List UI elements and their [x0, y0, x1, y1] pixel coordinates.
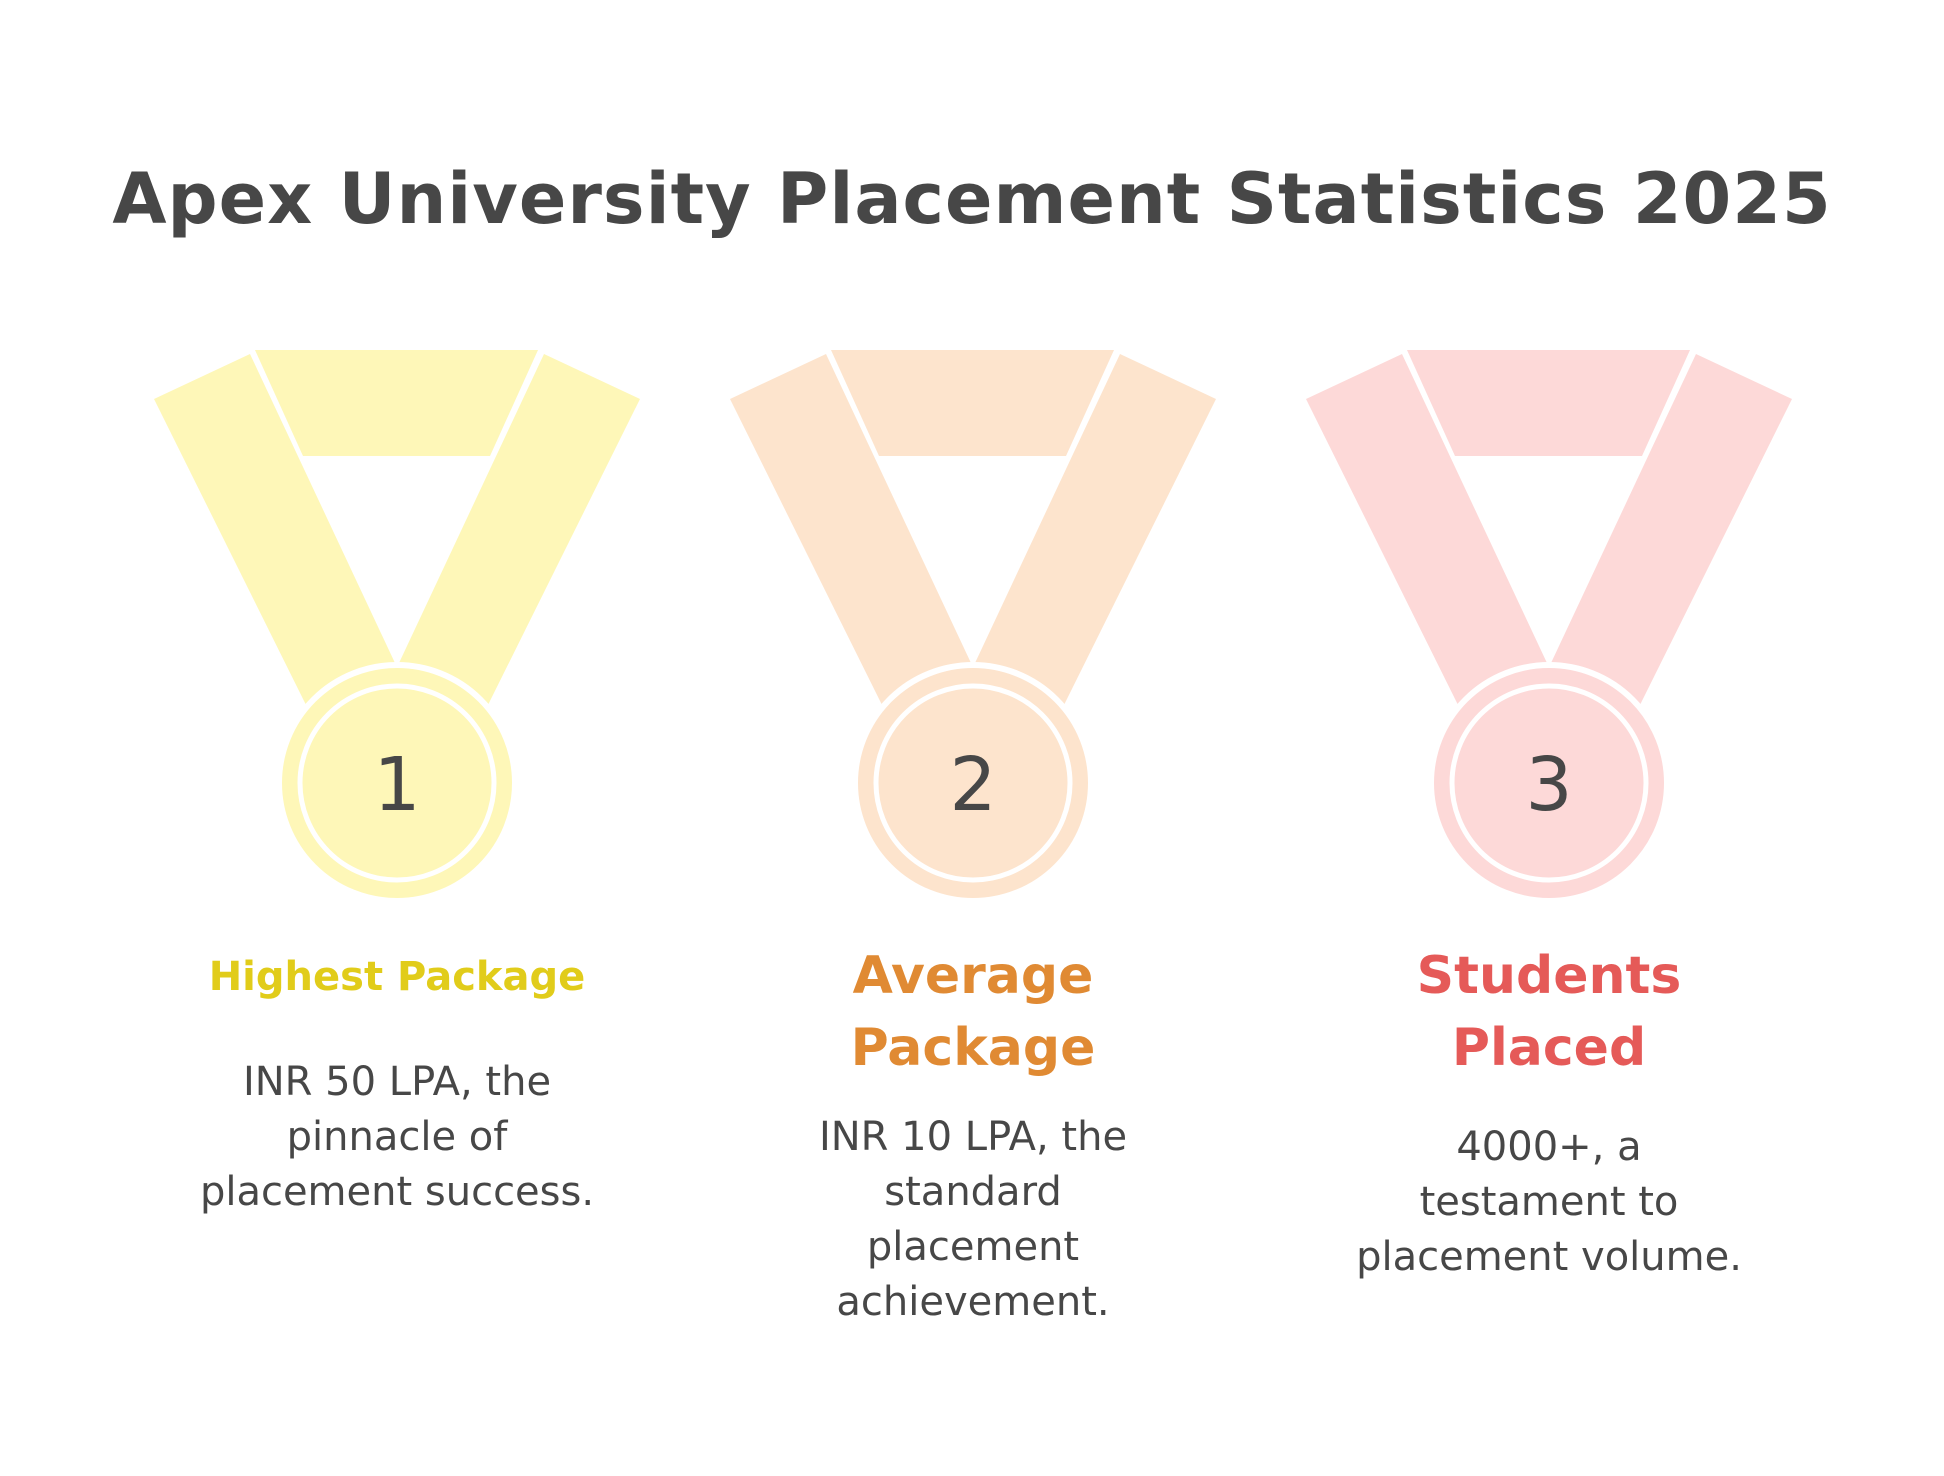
stat-card-highest-package: Highest Package INR 50 LPA, the pinnacle…: [157, 940, 637, 1220]
stat-description-line: INR 10 LPA, the: [818, 1114, 1128, 1160]
stat-heading-line: Average: [852, 946, 1094, 1006]
stat-heading-line: Students: [1416, 946, 1682, 1006]
medal-2-icon: 2: [730, 350, 1216, 904]
stat-description-line: achievement.: [836, 1279, 1110, 1325]
stat-description-line: standard: [884, 1169, 1062, 1215]
stat-card-average-package: Average Package INR 10 LPA, the standard…: [733, 940, 1213, 1330]
medal-2-number: 2: [949, 742, 996, 828]
stat-heading-line: Placed: [1451, 1018, 1647, 1078]
stat-heading: Highest Package: [208, 954, 586, 1000]
medal-3-icon: 3: [1306, 350, 1792, 904]
stat-description-line: pinnacle of: [286, 1114, 508, 1160]
stat-description-line: testament to: [1419, 1179, 1679, 1225]
stat-heading-line: Package: [850, 1018, 1096, 1078]
stat-description-line: placement volume.: [1356, 1234, 1742, 1280]
medal-1-icon: 1: [154, 350, 640, 904]
medal-1-number: 1: [373, 742, 420, 828]
stat-card-students-placed: Students Placed 4000+, a testament to pl…: [1309, 940, 1789, 1285]
stat-description-line: placement: [866, 1224, 1080, 1270]
stat-description-line: 4000+, a: [1456, 1124, 1642, 1170]
stat-description-line: placement success.: [199, 1169, 595, 1215]
stat-description-line: INR 50 LPA, the: [242, 1059, 552, 1105]
page-title: Apex University Placement Statistics 202…: [112, 158, 1832, 240]
medal-3-number: 3: [1525, 742, 1572, 828]
